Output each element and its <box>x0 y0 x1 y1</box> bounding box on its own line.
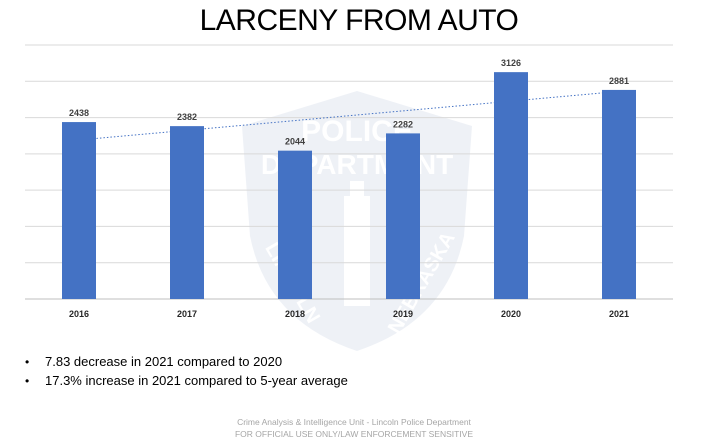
bullet-item: • 7.83 decrease in 2021 compared to 2020 <box>25 354 283 369</box>
bar <box>278 150 312 299</box>
x-tick-label: 2018 <box>285 309 305 319</box>
x-tick-label: 2020 <box>501 309 521 319</box>
footer-disclaimer: FOR OFFICIAL USE ONLY/LAW ENFORCEMENT SE… <box>234 429 474 439</box>
x-tick-label: 2017 <box>177 309 197 319</box>
bullet-dot: • <box>25 354 30 369</box>
x-tick-label: 2019 <box>393 309 413 319</box>
bar <box>170 126 204 299</box>
data-label: 3126 <box>501 58 521 68</box>
footer-unit: Crime Analysis & Intelligence Unit - Lin… <box>237 417 471 427</box>
data-label: 2881 <box>609 76 629 86</box>
summary-bullets: • 7.83 decrease in 2021 compared to 2020 … <box>25 352 348 390</box>
bar <box>602 89 636 299</box>
bar <box>62 122 96 299</box>
chart-title: LARCENY FROM AUTO <box>199 4 519 37</box>
data-label: 2438 <box>69 108 89 118</box>
x-tick-label: 2021 <box>609 309 629 319</box>
trendline <box>78 90 620 141</box>
bar <box>386 133 420 299</box>
x-tick-label: 2016 <box>69 309 89 319</box>
data-label: 2044 <box>285 137 305 147</box>
bullet-item: • 17.3% increase in 2021 compared to 5-ye… <box>25 373 348 388</box>
bar <box>494 72 528 299</box>
bullet-dot: • <box>25 373 30 388</box>
data-label: 2382 <box>177 112 197 122</box>
data-label: 2282 <box>393 119 413 129</box>
